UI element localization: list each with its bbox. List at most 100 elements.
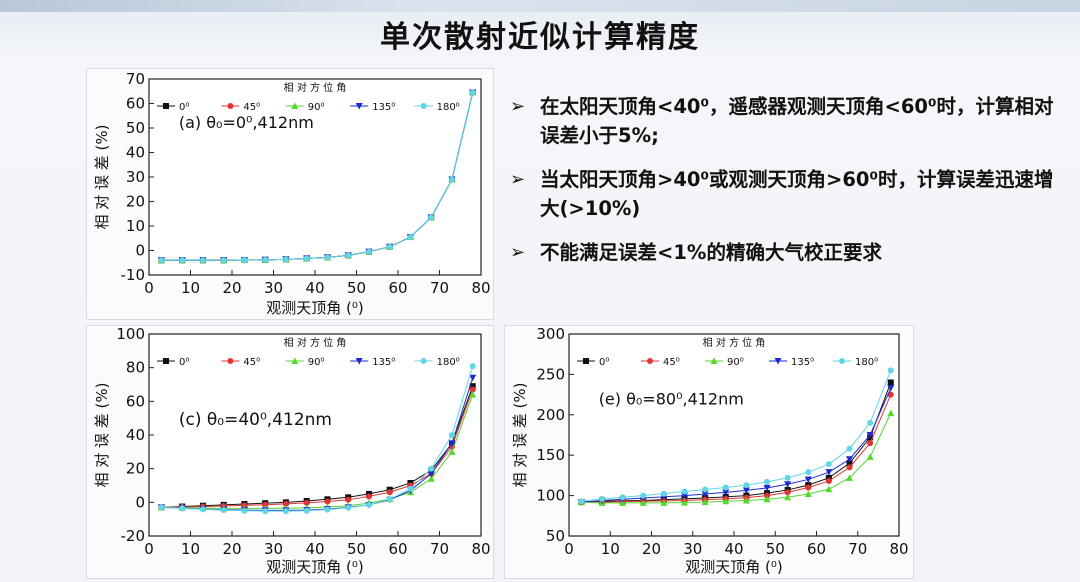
y-tick-label: 40	[126, 426, 145, 444]
y-tick-label: 70	[126, 70, 145, 88]
y-tick-label: 200	[536, 406, 565, 424]
legend-label: 45⁰	[243, 102, 260, 113]
data-point	[282, 256, 289, 263]
x-tick-label: 0	[144, 279, 154, 297]
data-point	[825, 461, 832, 468]
data-point	[469, 89, 476, 96]
data-point	[199, 506, 206, 513]
x-tick-label: 20	[222, 540, 241, 558]
y-tick-label: 0	[135, 242, 145, 260]
x-tick-label: 30	[264, 540, 283, 558]
legend-marker	[583, 358, 589, 364]
legend-label: 180⁰	[855, 357, 878, 368]
legend-marker	[839, 358, 845, 364]
legend-label: 135⁰	[791, 357, 814, 368]
data-point	[303, 255, 310, 262]
chart-e: 0 10 20 30 40 50 60 70 80 50 100 150 200 250 300 观测天顶角 …	[511, 325, 909, 576]
legend-marker	[291, 357, 299, 364]
x-tick-label: 10	[601, 540, 620, 558]
x-tick-label: 60	[807, 540, 826, 558]
chart-annotation: (a) θ₀=0⁰,412nm	[179, 113, 314, 132]
legend-marker	[710, 357, 718, 364]
data-point	[386, 496, 393, 503]
x-tick-label: 80	[471, 279, 490, 297]
data-point	[220, 257, 227, 264]
x-tick-label: 60	[388, 540, 407, 558]
data-point	[407, 485, 414, 492]
series-5	[158, 89, 476, 264]
legend-marker	[227, 103, 234, 109]
series-5	[578, 367, 894, 505]
y-tick-label: 10	[126, 217, 145, 235]
data-point	[702, 486, 709, 493]
data-point	[722, 489, 730, 496]
arrow-bullet-icon: ➢	[510, 169, 526, 190]
x-axis-label: 观测天顶角 (⁰)	[266, 299, 364, 317]
y-tick-label: 60	[126, 95, 145, 113]
x-tick-label: 70	[430, 540, 449, 558]
data-point	[386, 243, 393, 250]
legend-label: 90⁰	[308, 102, 325, 113]
data-point	[887, 385, 895, 392]
data-point	[324, 498, 331, 505]
data-point	[578, 498, 585, 505]
data-point	[345, 496, 352, 503]
legend-label: 135⁰	[372, 102, 395, 113]
legend-marker	[291, 102, 299, 109]
data-point	[599, 495, 605, 502]
data-point	[262, 501, 269, 508]
legend-label: 180⁰	[437, 357, 460, 368]
data-point	[764, 478, 770, 485]
data-point	[282, 500, 289, 507]
chart-panel-a: 0 10 20 30 40 50 60 70 80 -10 0 10 20 30 40 50 60 70 观测天顶角…	[86, 68, 494, 320]
data-point	[639, 499, 647, 506]
x-tick-label: 40	[305, 279, 324, 297]
legend-label: 180⁰	[437, 102, 460, 113]
data-point	[303, 507, 310, 514]
data-point	[303, 499, 310, 506]
data-point	[282, 508, 289, 515]
y-axis-label: 相 对 误 差 (%)	[511, 382, 529, 487]
data-point	[866, 453, 874, 460]
bullet-text: 在太阳天顶角<40⁰，遥感器观测天顶角<60⁰时，计算相对误差小于5%;	[540, 95, 1054, 147]
data-point	[784, 474, 791, 481]
data-point	[825, 485, 833, 493]
data-point	[764, 492, 770, 499]
data-point	[241, 257, 248, 264]
data-point	[825, 478, 832, 485]
series-line	[581, 382, 892, 503]
x-tick-label: 30	[264, 279, 283, 297]
x-tick-label: 80	[889, 540, 908, 558]
x-tick-label: 50	[347, 279, 366, 297]
y-tick-label: -10	[121, 266, 146, 284]
chart-panel-c: 0 10 20 30 40 50 60 70 80 -20 0 20 40 60 80 100 观测天顶角 (⁰…	[86, 325, 494, 579]
x-tick-label: 10	[181, 279, 200, 297]
series-line	[581, 412, 892, 504]
legend-title: 相 对 方 位 角	[284, 81, 347, 94]
data-point	[428, 214, 435, 221]
data-point	[867, 440, 874, 447]
legend-marker	[355, 103, 363, 110]
y-tick-label: 150	[536, 446, 565, 464]
series-5	[158, 362, 476, 515]
data-point	[867, 419, 874, 426]
data-point	[846, 460, 853, 467]
data-point	[448, 448, 456, 455]
data-point	[763, 495, 771, 503]
data-point	[365, 248, 372, 255]
series-line	[161, 365, 474, 512]
bullet-list: ➢ 在太阳天顶角<40⁰，遥感器观测天顶角<60⁰时，计算相对误差小于5%; ➢…	[508, 92, 1068, 282]
x-tick-label: 50	[766, 540, 785, 558]
data-point	[469, 391, 477, 398]
series-line	[581, 370, 892, 502]
arrow-bullet-icon: ➢	[510, 96, 526, 117]
data-point	[241, 507, 248, 514]
y-tick-label: 60	[126, 392, 145, 410]
data-point	[804, 490, 812, 497]
data-point	[365, 493, 372, 500]
legend-label: 135⁰	[372, 357, 395, 368]
data-point	[179, 505, 186, 512]
legend-marker	[420, 103, 427, 109]
